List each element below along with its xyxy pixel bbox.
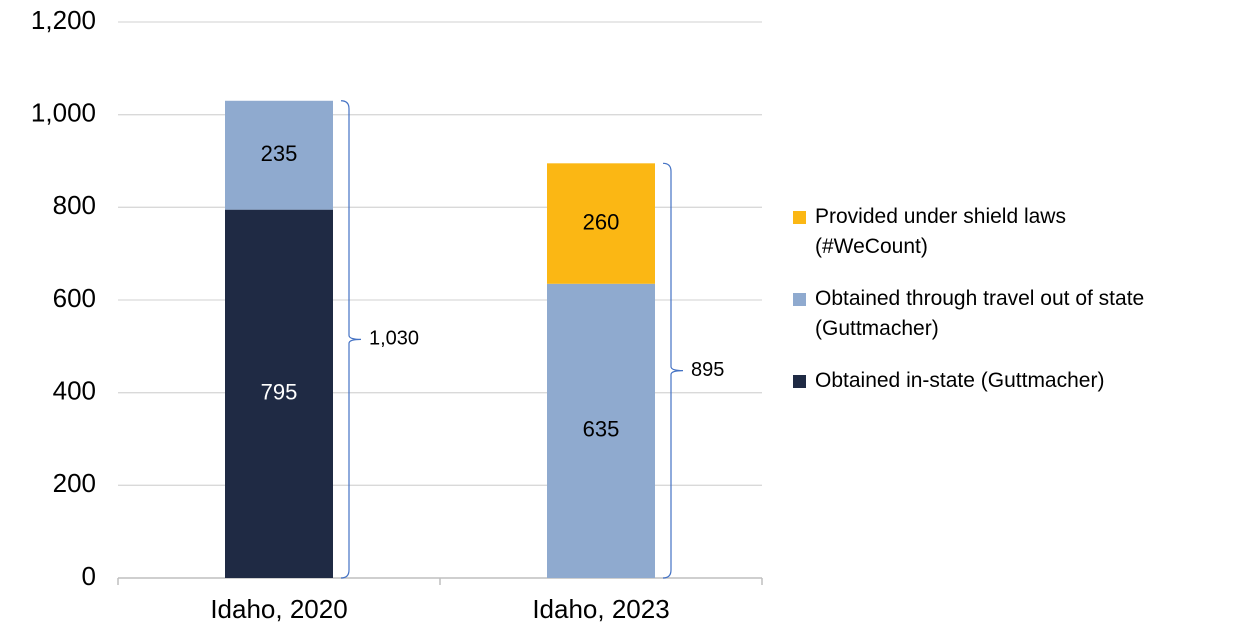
y-tick-label: 400	[53, 376, 96, 406]
bar-segment	[547, 283, 655, 578]
bar-segment	[225, 100, 333, 210]
legend-entry: Obtained through travel out of state (Gu…	[793, 284, 1144, 344]
legend-swatch	[793, 375, 806, 388]
data-label: 635	[583, 417, 620, 442]
total-bracket	[340, 100, 362, 579]
y-tick-label: 1,200	[31, 5, 96, 35]
legend-label: Obtained through travel out of state (Gu…	[815, 287, 1145, 340]
data-label: 260	[583, 209, 620, 234]
legend-label: Obtained in-state (Guttmacher)	[815, 369, 1105, 392]
legend-entry: Provided under shield laws (#WeCount)	[793, 202, 1144, 262]
total-label: 895	[691, 359, 724, 381]
data-label: 235	[261, 141, 298, 166]
legend-entry: Obtained in-state (Guttmacher)	[793, 366, 1144, 396]
y-tick-label: 600	[53, 283, 96, 313]
total-bracket	[662, 162, 684, 579]
data-label: 795	[261, 380, 298, 405]
bar-segment	[225, 209, 333, 578]
total-label: 1,030	[369, 328, 419, 350]
legend-swatch	[793, 293, 806, 306]
y-tick-label: 1,000	[31, 98, 96, 128]
x-tick-label: Idaho, 2023	[532, 594, 669, 624]
legend-swatch	[793, 211, 806, 224]
x-tick-label: Idaho, 2020	[210, 594, 347, 624]
legend-label: Provided under shield laws (#WeCount)	[815, 205, 1066, 258]
y-tick-label: 800	[53, 190, 96, 220]
y-tick-label: 0	[82, 561, 96, 591]
y-tick-label: 200	[53, 468, 96, 498]
legend: Provided under shield laws (#WeCount) Obt…	[793, 202, 1144, 418]
bar-segment	[547, 163, 655, 284]
